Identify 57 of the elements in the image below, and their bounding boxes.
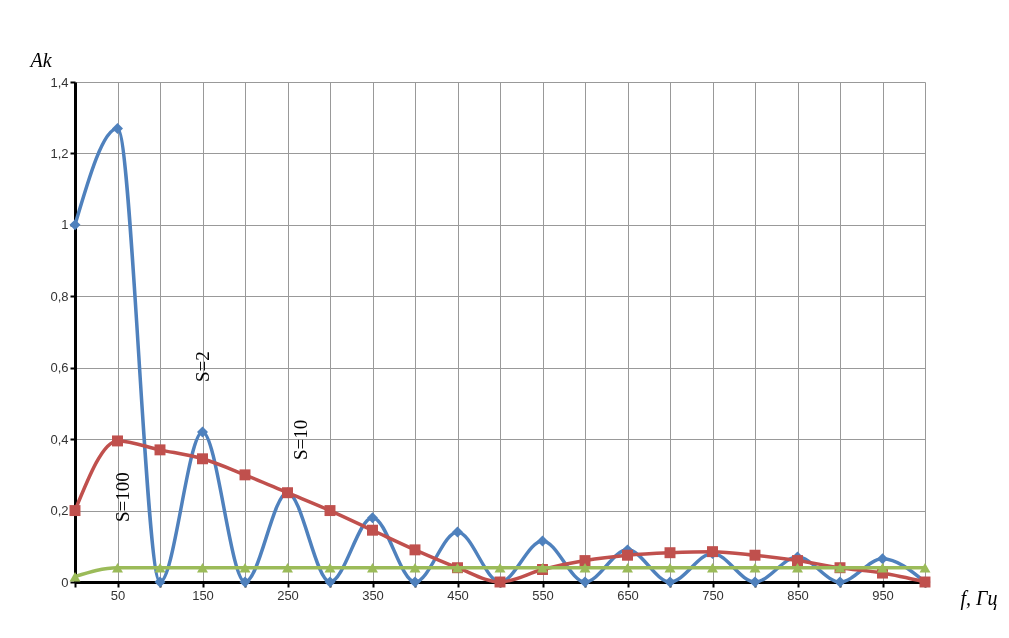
y-tick-label: 1,4: [50, 74, 69, 90]
y-tick-label: 1: [61, 217, 69, 233]
point: [69, 571, 81, 582]
y-tick-label: 0,2: [50, 503, 69, 519]
point: [367, 512, 378, 524]
point: [154, 576, 166, 588]
point: [197, 453, 208, 465]
point: [664, 547, 676, 559]
y-axis-title: Ak: [28, 48, 53, 71]
point: [877, 562, 888, 573]
point: [197, 562, 208, 573]
point: [664, 576, 676, 588]
point: [749, 549, 761, 561]
x-tick-label: 950: [872, 587, 894, 603]
point: [239, 576, 251, 588]
x-tick-label: 350: [362, 587, 384, 603]
point: [154, 444, 166, 456]
point: [69, 219, 81, 231]
point: [409, 576, 421, 588]
y-tick-label: 0,8: [50, 288, 69, 304]
point: [112, 122, 123, 134]
x-tick-label: 50: [110, 587, 126, 603]
point: [282, 562, 293, 573]
point: [792, 562, 803, 573]
y-tick-label: 0,6: [50, 360, 69, 376]
annotation: S=10: [290, 419, 311, 460]
x-tick-label: 450: [447, 587, 469, 603]
x-axis-title: f, Гц: [960, 586, 998, 610]
y-tick-label: 1,2: [50, 145, 69, 161]
point: [69, 505, 81, 517]
annotation: S=100: [112, 472, 133, 522]
point: [537, 535, 548, 547]
y-tick-label: 0,4: [50, 431, 69, 447]
point: [622, 549, 633, 561]
y-tick-label: 0: [61, 574, 69, 590]
x-tick-label: 550: [532, 587, 554, 603]
point: [112, 562, 123, 573]
point: [622, 562, 633, 573]
point: [324, 576, 336, 588]
x-tick-label: 250: [277, 587, 299, 603]
point: [579, 576, 591, 588]
x-tick-label: 650: [617, 587, 639, 603]
point: [792, 555, 803, 567]
point: [409, 544, 421, 556]
point: [112, 435, 123, 447]
point: [834, 576, 846, 588]
x-tick-label: 850: [787, 587, 809, 603]
point: [877, 553, 888, 565]
x-tick-label: 150: [192, 587, 214, 603]
point: [367, 562, 378, 573]
x-tick-label: 750: [702, 587, 724, 603]
point: [324, 505, 336, 517]
point: [707, 562, 718, 573]
point: [749, 576, 761, 588]
annotation: S=2: [192, 351, 213, 382]
point: [367, 524, 378, 536]
point: [239, 469, 251, 481]
